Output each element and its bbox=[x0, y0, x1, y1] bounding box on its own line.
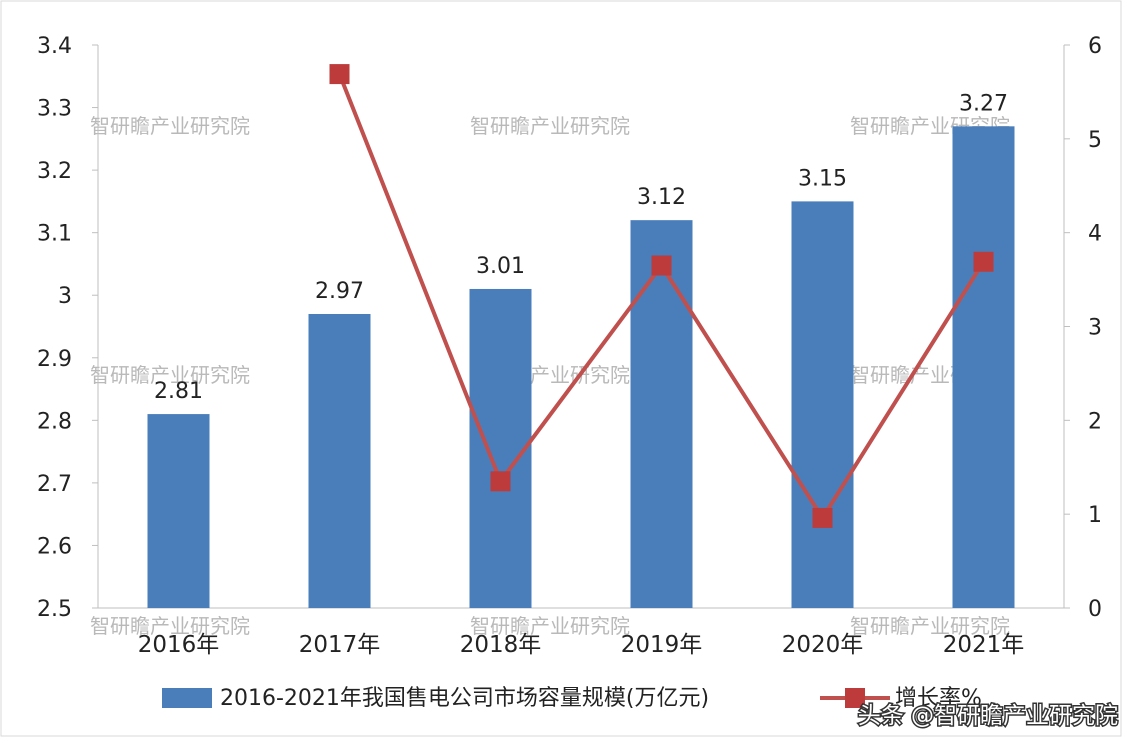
growth-rate-marker bbox=[490, 471, 511, 492]
bar-2020年 bbox=[791, 201, 854, 608]
watermark-text: 智研瞻产业研究院 bbox=[90, 114, 250, 138]
right-y-tick-label: 3 bbox=[1088, 316, 1102, 341]
bar-2021年 bbox=[952, 126, 1015, 609]
left-y-tick-label: 3 bbox=[58, 284, 72, 309]
x-tick-labels: 2016年 2017年 2018年 2019年 2020年 2021年 bbox=[138, 632, 1025, 658]
left-y-tick-label: 2.7 bbox=[37, 472, 72, 497]
growth-rate-marker bbox=[812, 507, 833, 528]
x-tick-label: 2018年 bbox=[460, 632, 542, 658]
watermark-text: 智研瞻产业研究院 bbox=[470, 614, 630, 638]
x-tick-label: 2021年 bbox=[943, 632, 1025, 658]
left-y-tick-label: 3.2 bbox=[37, 159, 72, 184]
legend-line-label: 增长率% bbox=[895, 686, 982, 711]
growth-rate-marker bbox=[973, 251, 994, 272]
legend: 2016-2021年我国售电公司市场容量规模(万亿元) 增长率% bbox=[162, 686, 982, 711]
left-y-tick-label: 3.1 bbox=[37, 222, 72, 247]
bar-2016年 bbox=[147, 414, 210, 608]
bar-2017年 bbox=[308, 313, 371, 608]
x-tick-label: 2019年 bbox=[621, 632, 703, 658]
legend-bar-label: 2016-2021年我国售电公司市场容量规模(万亿元) bbox=[220, 686, 709, 711]
growth-rate-marker bbox=[651, 255, 672, 276]
legend-line-marker bbox=[845, 688, 865, 708]
watermark-text: 智研瞻产业研究院 bbox=[90, 614, 250, 638]
bar-data-label: 3.15 bbox=[798, 166, 847, 191]
legend-bar-swatch bbox=[162, 688, 212, 708]
right-y-tick-label: 4 bbox=[1088, 222, 1102, 247]
left-y-tick-label: 2.5 bbox=[37, 597, 72, 622]
left-y-tick-label: 2.8 bbox=[37, 409, 72, 434]
right-y-tick-labels: 0 1 2 3 4 5 6 bbox=[1064, 34, 1102, 622]
bar-2018年 bbox=[469, 288, 532, 608]
bar-data-label: 3.27 bbox=[959, 91, 1008, 116]
right-y-tick-label: 6 bbox=[1088, 34, 1102, 59]
line-series bbox=[329, 64, 994, 528]
right-y-tick-label: 0 bbox=[1088, 597, 1102, 622]
left-y-tick-labels: 2.5 2.6 2.7 2.8 2.9 3 3.1 3.2 3.3 3.4 bbox=[37, 34, 98, 622]
bar-series bbox=[147, 126, 1015, 609]
x-tick-label: 2017年 bbox=[299, 632, 381, 658]
left-y-tick-label: 2.9 bbox=[37, 347, 72, 372]
bar-data-label: 2.97 bbox=[315, 279, 364, 304]
x-tick-label: 2016年 bbox=[138, 632, 220, 658]
growth-rate-marker bbox=[329, 64, 350, 85]
right-y-tick-label: 1 bbox=[1088, 503, 1102, 528]
watermark-text: 智研瞻产业研究院 bbox=[850, 614, 1010, 638]
left-y-tick-label: 3.3 bbox=[37, 97, 72, 122]
right-y-tick-label: 2 bbox=[1088, 409, 1102, 434]
bar-data-label: 3.12 bbox=[637, 185, 686, 210]
bar-2019年 bbox=[630, 220, 693, 608]
left-y-tick-label: 2.6 bbox=[37, 534, 72, 559]
bar-data-label: 2.81 bbox=[154, 379, 203, 404]
left-y-tick-label: 3.4 bbox=[37, 34, 72, 59]
watermark-text: 智研瞻产业研究院 bbox=[90, 363, 250, 387]
x-tick-label: 2020年 bbox=[782, 632, 864, 658]
bar-data-labels: 2.81 2.97 3.01 3.12 3.15 3.27 bbox=[154, 91, 1008, 404]
right-y-tick-label: 5 bbox=[1088, 128, 1102, 153]
watermark-text: 智研瞻产业研究院 bbox=[470, 114, 630, 138]
bar-data-label: 3.01 bbox=[476, 254, 525, 279]
chart-border bbox=[0, 0, 1122, 737]
footer-watermark: 头条 @智研瞻产业研究院 bbox=[858, 703, 1118, 729]
